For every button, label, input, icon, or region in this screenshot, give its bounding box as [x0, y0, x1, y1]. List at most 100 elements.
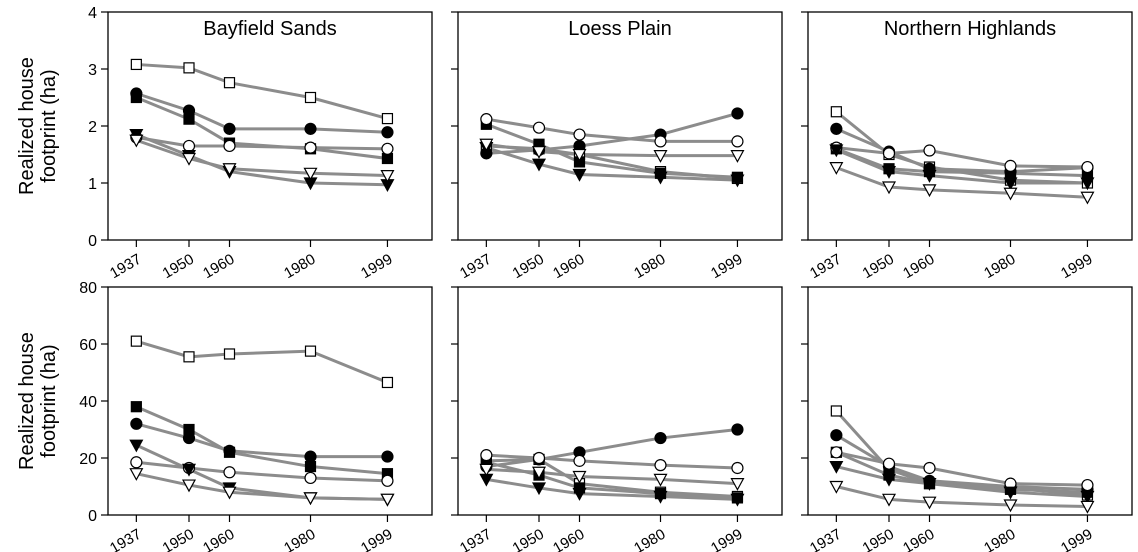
- marker: [531, 158, 547, 172]
- marker: [129, 134, 144, 148]
- marker: [572, 168, 587, 182]
- marker: [304, 471, 317, 485]
- marker: [882, 457, 896, 470]
- marker: [303, 492, 318, 506]
- x-tick-label: 1937: [107, 526, 144, 552]
- panel-frame: [107, 286, 433, 516]
- marker: [1080, 490, 1095, 504]
- panel-frame: [107, 11, 433, 241]
- marker: [381, 126, 394, 139]
- marker: [654, 135, 667, 148]
- marker: [130, 58, 142, 71]
- x-tick-label: 1960: [200, 526, 237, 552]
- marker: [129, 439, 144, 453]
- x-tick-label: 1999: [1058, 251, 1095, 282]
- marker: [304, 460, 317, 473]
- panel-frame: [807, 11, 1133, 241]
- x-tick-label: 1980: [281, 526, 318, 552]
- marker: [1080, 191, 1095, 205]
- marker: [380, 169, 395, 183]
- series-line: [486, 142, 738, 158]
- x-tick-label: 1950: [160, 251, 197, 282]
- x-tick-label: 1950: [860, 251, 897, 282]
- marker: [829, 480, 844, 494]
- marker: [573, 128, 586, 141]
- marker: [829, 460, 844, 474]
- marker: [304, 345, 317, 357]
- x-tick-label: 1960: [200, 251, 237, 282]
- x-tick-label: 1980: [281, 251, 318, 282]
- marker: [222, 486, 237, 500]
- marker: [223, 139, 236, 153]
- marker: [479, 463, 494, 477]
- marker: [183, 62, 195, 74]
- marker: [654, 431, 667, 445]
- y-tick-label: 60: [79, 337, 97, 354]
- marker: [130, 417, 143, 430]
- x-tick-label: 1960: [550, 526, 587, 552]
- x-tick-label: 1960: [550, 251, 587, 282]
- marker: [479, 138, 494, 152]
- marker: [653, 150, 668, 163]
- marker: [730, 174, 745, 188]
- marker: [731, 135, 744, 148]
- marker: [881, 473, 897, 487]
- series-line: [136, 135, 388, 151]
- marker: [183, 113, 195, 125]
- marker: [181, 463, 197, 477]
- marker: [922, 496, 937, 510]
- marker: [531, 146, 547, 159]
- marker: [572, 470, 587, 484]
- marker: [830, 106, 842, 118]
- x-tick-label: 1980: [981, 251, 1018, 282]
- marker: [881, 181, 897, 195]
- marker: [532, 451, 546, 465]
- panel-frame: [457, 286, 783, 516]
- marker: [183, 351, 195, 363]
- marker: [1080, 177, 1095, 191]
- marker: [882, 147, 896, 160]
- marker: [653, 171, 668, 185]
- marker: [182, 139, 196, 153]
- marker: [380, 493, 395, 507]
- marker: [130, 456, 143, 469]
- marker: [572, 148, 587, 162]
- marker: [381, 474, 394, 487]
- marker: [731, 423, 744, 436]
- series-line: [136, 62, 388, 121]
- marker: [830, 429, 843, 442]
- marker: [181, 152, 197, 166]
- series-line: [136, 472, 388, 501]
- panel-frame: [457, 11, 783, 241]
- marker: [480, 449, 493, 462]
- marker: [830, 122, 843, 135]
- x-tick-label: 1950: [510, 526, 547, 552]
- series-line: [135, 422, 388, 459]
- y-tick-label: 1: [88, 176, 97, 193]
- marker: [829, 162, 844, 175]
- marker: [381, 152, 394, 165]
- x-tick-label: 1999: [708, 526, 745, 552]
- marker: [223, 348, 236, 360]
- y-tick-label: 2: [88, 119, 97, 136]
- y-tick-label: 20: [79, 451, 97, 468]
- series-line: [486, 428, 738, 469]
- marker: [130, 91, 142, 104]
- x-tick-label: 1937: [457, 251, 494, 282]
- marker: [653, 473, 668, 487]
- y-tick-label: 3: [88, 62, 97, 79]
- series-line: [835, 433, 1088, 491]
- y-axis-label: Realized house footprint (ha): [16, 332, 60, 470]
- marker: [653, 490, 668, 504]
- x-tick-label: 1937: [807, 526, 844, 552]
- marker: [730, 150, 745, 163]
- marker: [1081, 478, 1094, 492]
- y-tick-label: 40: [79, 394, 97, 411]
- marker: [303, 167, 318, 181]
- marker: [304, 91, 317, 104]
- marker: [130, 401, 142, 413]
- marker: [223, 122, 236, 135]
- marker: [129, 468, 144, 481]
- x-tick-label: 1999: [358, 526, 395, 552]
